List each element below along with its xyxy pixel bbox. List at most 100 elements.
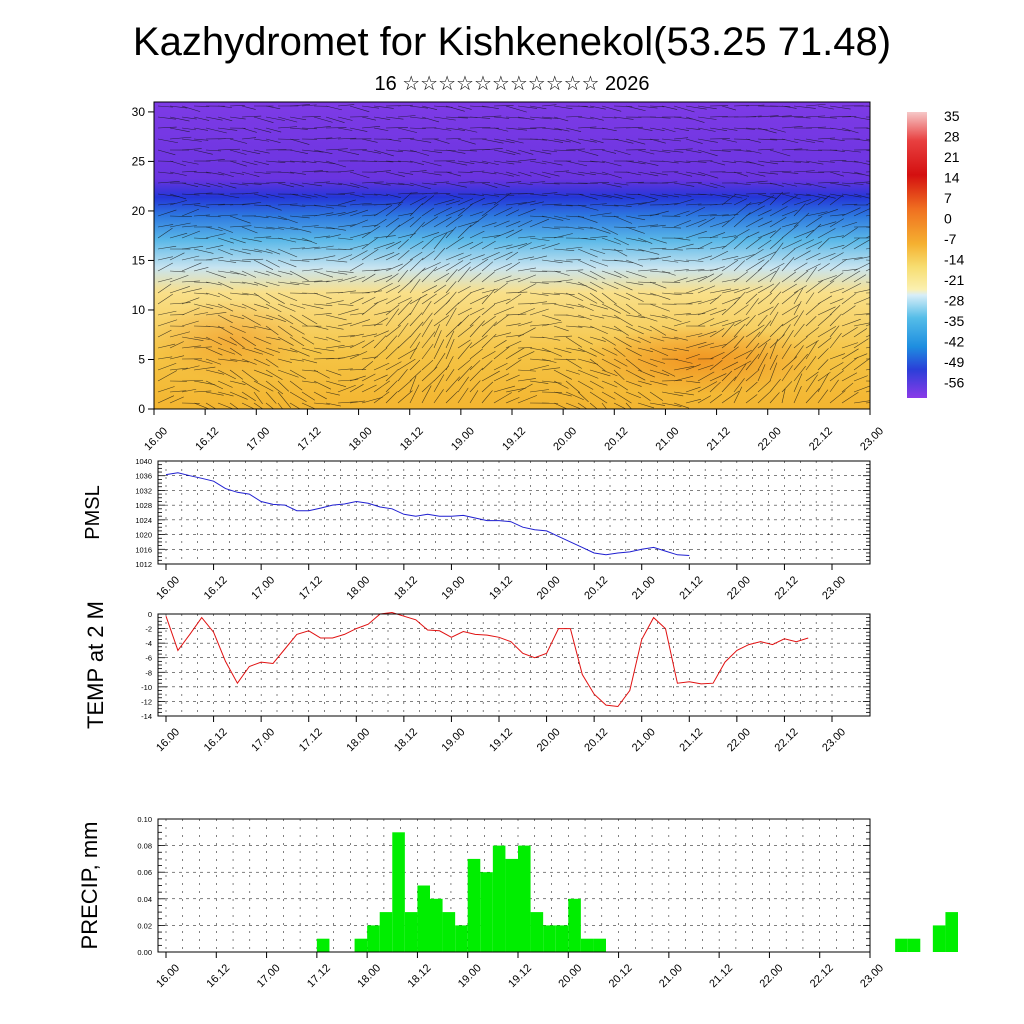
wind-vector	[757, 220, 773, 228]
wind-vector	[865, 324, 870, 327]
wind-vector	[769, 191, 783, 206]
wind-vector	[505, 202, 527, 206]
wind-vector	[745, 342, 760, 360]
wind-vector	[385, 346, 400, 360]
wind-vector	[301, 268, 323, 272]
wind-vector	[325, 391, 340, 396]
temp-x-tick-label: 17.00	[249, 726, 277, 754]
wind-vector	[685, 116, 705, 123]
wind-vector	[637, 237, 653, 244]
wind-vector	[241, 171, 260, 177]
wind-vector	[625, 314, 645, 319]
wind-vector	[325, 105, 342, 111]
wind-vector	[613, 281, 633, 291]
wind-vector	[193, 266, 209, 272]
wind-vector	[793, 336, 808, 349]
wind-vector	[205, 358, 222, 365]
wind-vector	[529, 116, 552, 120]
wind-vector	[529, 171, 551, 179]
wind-vector	[589, 402, 598, 409]
wind-vector	[481, 271, 495, 283]
wind-vector	[769, 338, 778, 360]
wind-vector	[445, 127, 466, 131]
wind-vector	[613, 314, 633, 327]
wind-vector	[553, 204, 573, 207]
wind-vector	[193, 366, 216, 371]
wind-vector	[337, 276, 357, 283]
wind-vector	[541, 160, 563, 166]
wind-vector	[505, 293, 522, 305]
field-x-tick-label: 23.00	[858, 425, 886, 453]
wind-vector	[457, 359, 471, 371]
wind-vector	[805, 126, 827, 129]
wind-vector	[505, 359, 522, 371]
wind-vector	[697, 318, 715, 327]
wind-vector	[397, 115, 416, 118]
wind-vector	[397, 127, 418, 133]
wind-vector	[601, 204, 619, 207]
wind-vector	[841, 257, 863, 261]
wind-vector	[253, 281, 268, 288]
pmsl-x-tick-label: 19.12	[487, 574, 515, 602]
wind-vector	[745, 104, 765, 107]
wind-vector	[217, 314, 233, 324]
wind-vector	[361, 193, 378, 196]
wind-vector	[445, 160, 468, 166]
precip-bar	[455, 925, 468, 952]
wind-vector	[301, 246, 320, 250]
wind-vector	[205, 347, 223, 356]
wind-vector	[817, 262, 830, 272]
wind-vector	[337, 248, 353, 251]
wind-vector	[409, 251, 423, 261]
wind-vector	[589, 248, 606, 255]
wind-vector	[169, 136, 192, 140]
wind-vector	[397, 216, 414, 228]
wind-vector	[541, 127, 563, 131]
wind-vector	[697, 285, 716, 294]
wind-vector	[337, 368, 353, 371]
wind-vector	[553, 270, 570, 276]
wind-vector	[793, 182, 812, 186]
wind-vector	[769, 216, 787, 228]
wind-vector	[601, 248, 623, 252]
temp-x-tick-label: 16.00	[154, 726, 182, 754]
wind-vector	[505, 347, 525, 360]
wind-vector	[265, 248, 281, 255]
wind-vector	[169, 274, 189, 283]
wind-vector	[289, 215, 310, 219]
wind-vector	[229, 248, 251, 255]
wind-vector	[829, 235, 844, 239]
pmsl-y-tick-label: 1020	[135, 531, 152, 540]
wind-vector	[445, 269, 458, 283]
wind-vector	[373, 127, 389, 131]
wind-vector	[289, 149, 309, 155]
wind-vector	[721, 105, 737, 111]
wind-vector	[625, 391, 642, 399]
wind-vector	[601, 380, 618, 388]
wind-vector	[481, 193, 499, 197]
wind-vector	[457, 241, 474, 250]
wind-vector	[445, 138, 461, 140]
wind-vector	[481, 288, 496, 305]
wind-vector	[277, 369, 299, 378]
wind-vector	[697, 217, 716, 228]
wind-vector	[265, 204, 282, 211]
pmsl-x-tick-label: 16.12	[202, 574, 230, 602]
wind-vector	[241, 380, 260, 392]
wind-vector	[637, 248, 660, 255]
wind-vector	[757, 239, 772, 250]
wind-vector	[217, 325, 234, 335]
wind-vector	[649, 325, 667, 336]
wind-vector	[853, 256, 870, 261]
wind-vector	[493, 182, 510, 188]
wind-vector	[805, 388, 820, 404]
wind-vector	[649, 105, 665, 108]
wind-vector	[745, 298, 759, 316]
wind-vector	[709, 250, 729, 261]
wind-vector	[685, 286, 704, 294]
colorbar-label: 21	[944, 149, 960, 165]
wind-vector	[769, 138, 785, 140]
wind-vector	[325, 380, 347, 387]
